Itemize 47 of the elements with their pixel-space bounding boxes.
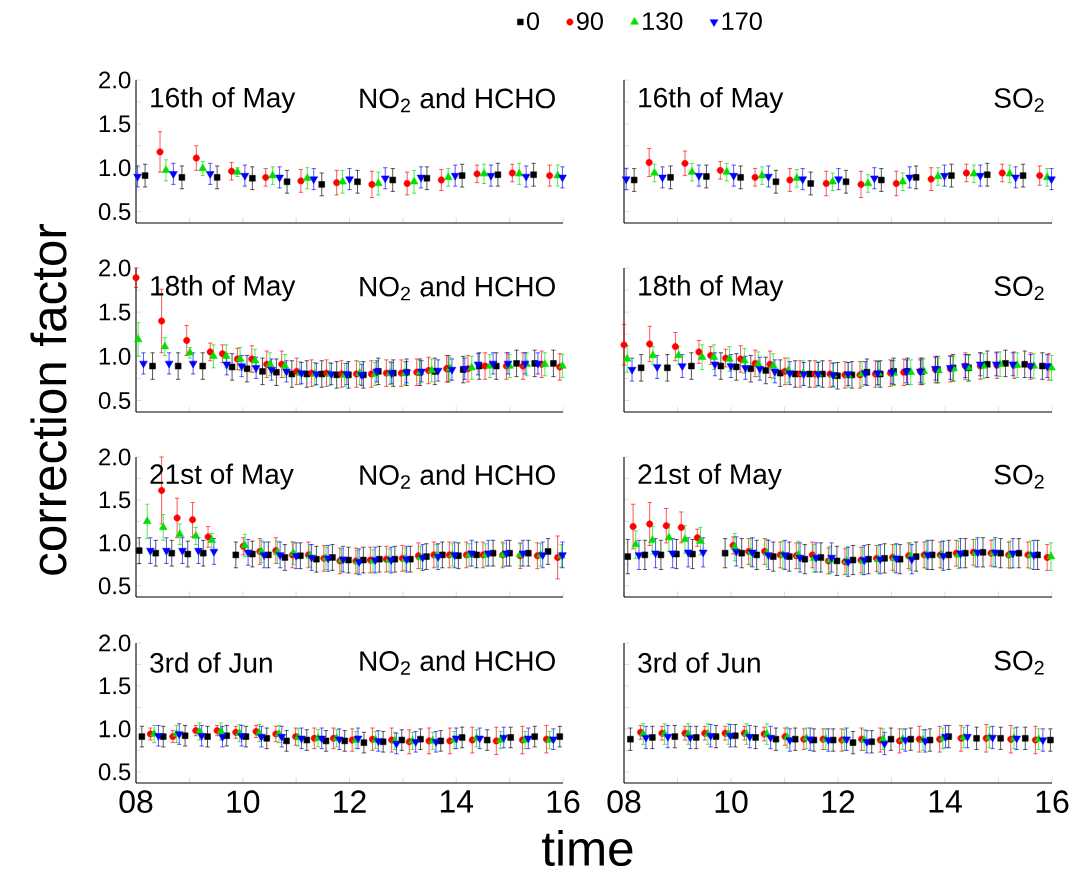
chart-title: 3rd of Jun: [638, 652, 760, 673]
chart-title: 16th of May: [639, 86, 784, 114]
chart-title: 21st of May: [638, 463, 782, 490]
y-tick-label: 1.5: [99, 677, 131, 695]
chart-subtitle: SO$_{2}$: [994, 650, 1044, 675]
y-tick-label: 1.0: [99, 720, 131, 738]
y-tick-label: 1.5: [99, 115, 131, 133]
x-tick-label: 08: [607, 790, 641, 814]
y-tick-label: 0.5: [98, 763, 131, 781]
x-axis-title: time: [542, 829, 633, 867]
y-tick-label: 0.5: [98, 577, 131, 595]
chart-title: 18th of May: [151, 275, 296, 302]
chart-subtitle: NO$_{2}$ and HCHO: [360, 87, 555, 113]
y-tick-label: 0.5: [98, 203, 131, 221]
y-tick-label: 1.0: [99, 159, 131, 177]
x-tick-label: 14: [929, 790, 962, 813]
x-tick-label: 16: [1036, 790, 1069, 814]
x-tick-label: 10: [227, 790, 260, 814]
legend-label: 170: [722, 12, 762, 31]
chart-subtitle: NO$_{2}$ and HCHO: [360, 650, 555, 675]
y-tick-label: 1.5: [99, 303, 131, 321]
chart-title: 3rd of Jun: [150, 652, 272, 673]
x-tick-label: 16: [547, 790, 580, 814]
y-tick-label: 2.0: [99, 71, 131, 89]
y-tick-label: 2.0: [99, 634, 131, 652]
chart-title: 16th of May: [151, 86, 296, 114]
y-tick-label: 0.5: [98, 391, 131, 409]
x-tick-label: 12: [334, 790, 366, 813]
legend-label: 90: [576, 12, 603, 31]
chart-subtitle: SO$_{2}$: [994, 464, 1044, 489]
y-tick-label: 2.0: [99, 448, 131, 466]
x-tick-label: 14: [440, 790, 474, 813]
chart-subtitle: SO$_{2}$: [994, 88, 1044, 112]
x-tick-label: 12: [822, 790, 855, 813]
x-tick-label: 08: [119, 790, 153, 814]
y-tick-label: 1.0: [99, 347, 131, 365]
legend-label: 130: [643, 12, 683, 31]
legend-label: 0: [526, 12, 540, 31]
chart-title: 18th of May: [639, 275, 784, 302]
x-tick-label: 10: [715, 790, 748, 814]
y-tick-label: 1.0: [99, 534, 131, 552]
chart-subtitle: NO$_{2}$ and HCHO: [360, 275, 555, 301]
y-tick-label: 1.5: [99, 491, 131, 509]
y-axis-title: correction factor: [30, 224, 67, 575]
chart-subtitle: NO$_{2}$ and HCHO: [360, 464, 555, 489]
y-tick-label: 2.0: [99, 259, 131, 277]
chart-subtitle: SO$_{2}$: [994, 276, 1044, 300]
